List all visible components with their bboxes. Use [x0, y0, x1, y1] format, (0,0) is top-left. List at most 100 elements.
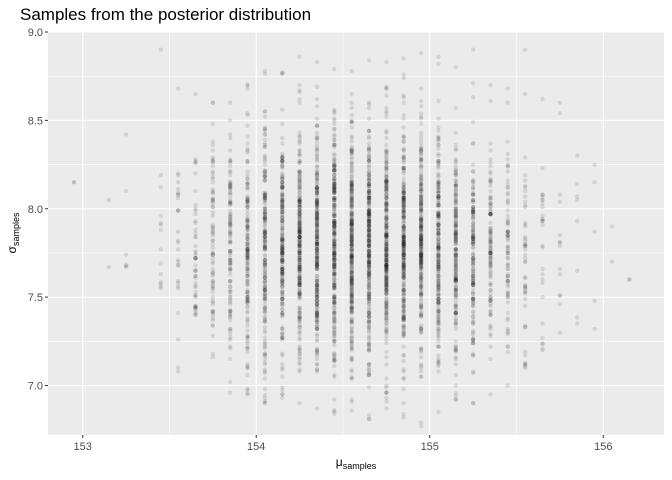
data-point: [297, 234, 302, 240]
data-point: [297, 234, 302, 240]
data-point: [228, 158, 233, 164]
data-point: [384, 390, 389, 395]
data-point: [245, 227, 250, 233]
data-point: [297, 279, 302, 284]
data-point: [210, 238, 215, 243]
data-point: [245, 224, 250, 229]
data-point: [158, 286, 163, 291]
data-point: [262, 229, 268, 234]
data-point: [366, 340, 372, 346]
data-point: [575, 321, 580, 326]
data-point: [314, 339, 320, 344]
data-point: [453, 349, 458, 355]
data-point: [332, 220, 337, 226]
data-point: [418, 256, 424, 261]
data-point: [262, 169, 268, 174]
data-point: [592, 326, 597, 332]
data-point: [280, 257, 285, 263]
data-point: [314, 325, 320, 330]
data-point: [228, 337, 233, 342]
data-point: [210, 174, 215, 180]
data-point: [245, 263, 250, 268]
data-point: [384, 252, 389, 257]
data-point: [297, 169, 302, 174]
data-point: [280, 284, 285, 289]
data-point: [314, 241, 320, 247]
data-point: [175, 180, 181, 185]
data-point: [349, 325, 354, 330]
data-point: [332, 218, 337, 224]
data-point: [384, 165, 389, 171]
data-point: [314, 263, 320, 268]
data-point: [297, 130, 302, 135]
data-point: [332, 218, 337, 224]
data-point: [314, 257, 320, 263]
data-point: [175, 284, 181, 289]
data-point: [193, 234, 198, 240]
data-point: [245, 266, 250, 272]
data-point: [297, 282, 302, 287]
data-point: [280, 141, 285, 146]
data-point: [245, 294, 250, 300]
data-point: [332, 261, 337, 266]
data-point: [297, 266, 302, 272]
data-point: [332, 188, 337, 194]
data-point: [297, 151, 302, 157]
data-point: [158, 47, 163, 52]
y-tick-label: 7.5: [28, 292, 43, 304]
data-point: [401, 208, 406, 213]
data-point: [332, 195, 337, 201]
data-point: [297, 183, 302, 188]
data-point: [314, 241, 320, 247]
data-point: [384, 349, 389, 355]
data-point: [210, 286, 215, 291]
data-point: [245, 231, 250, 236]
data-point: [297, 194, 302, 199]
data-point: [262, 241, 268, 247]
data-point: [228, 261, 233, 266]
data-point: [262, 346, 268, 351]
data-point: [245, 185, 250, 190]
data-point: [418, 275, 424, 280]
plot-panel: [48, 32, 664, 435]
data-point: [210, 310, 215, 316]
data-point: [557, 293, 563, 298]
data-point: [262, 231, 268, 236]
data-point: [297, 264, 302, 270]
data-point: [349, 249, 354, 254]
data-point: [262, 282, 268, 287]
data-point: [436, 277, 441, 282]
data-point: [332, 305, 337, 310]
data-point: [314, 293, 320, 298]
data-point: [297, 234, 302, 240]
data-point: [280, 280, 285, 286]
data-point: [210, 157, 215, 162]
data-point: [228, 287, 233, 293]
data-point: [332, 187, 337, 192]
data-point: [505, 169, 510, 174]
data-point: [314, 224, 320, 229]
data-point: [262, 330, 268, 335]
data-point: [280, 171, 285, 176]
data-point: [280, 261, 285, 266]
data-point: [314, 217, 320, 222]
data-point: [228, 181, 233, 187]
data-point: [262, 238, 268, 243]
x-tick-label: 155: [421, 441, 439, 453]
data-point: [349, 254, 354, 259]
data-point: [332, 203, 337, 208]
data-point: [436, 409, 441, 415]
data-point: [314, 282, 320, 287]
data-point: [314, 211, 320, 217]
data-point: [332, 204, 337, 210]
data-point: [245, 226, 250, 231]
data-point: [280, 231, 285, 236]
data-point: [366, 229, 372, 234]
data-point: [297, 176, 302, 181]
data-point: [280, 174, 285, 180]
data-point: [210, 201, 215, 206]
data-point: [470, 47, 476, 52]
data-point: [280, 222, 285, 227]
x-tick-label: 153: [74, 441, 92, 453]
data-point: [332, 243, 337, 249]
